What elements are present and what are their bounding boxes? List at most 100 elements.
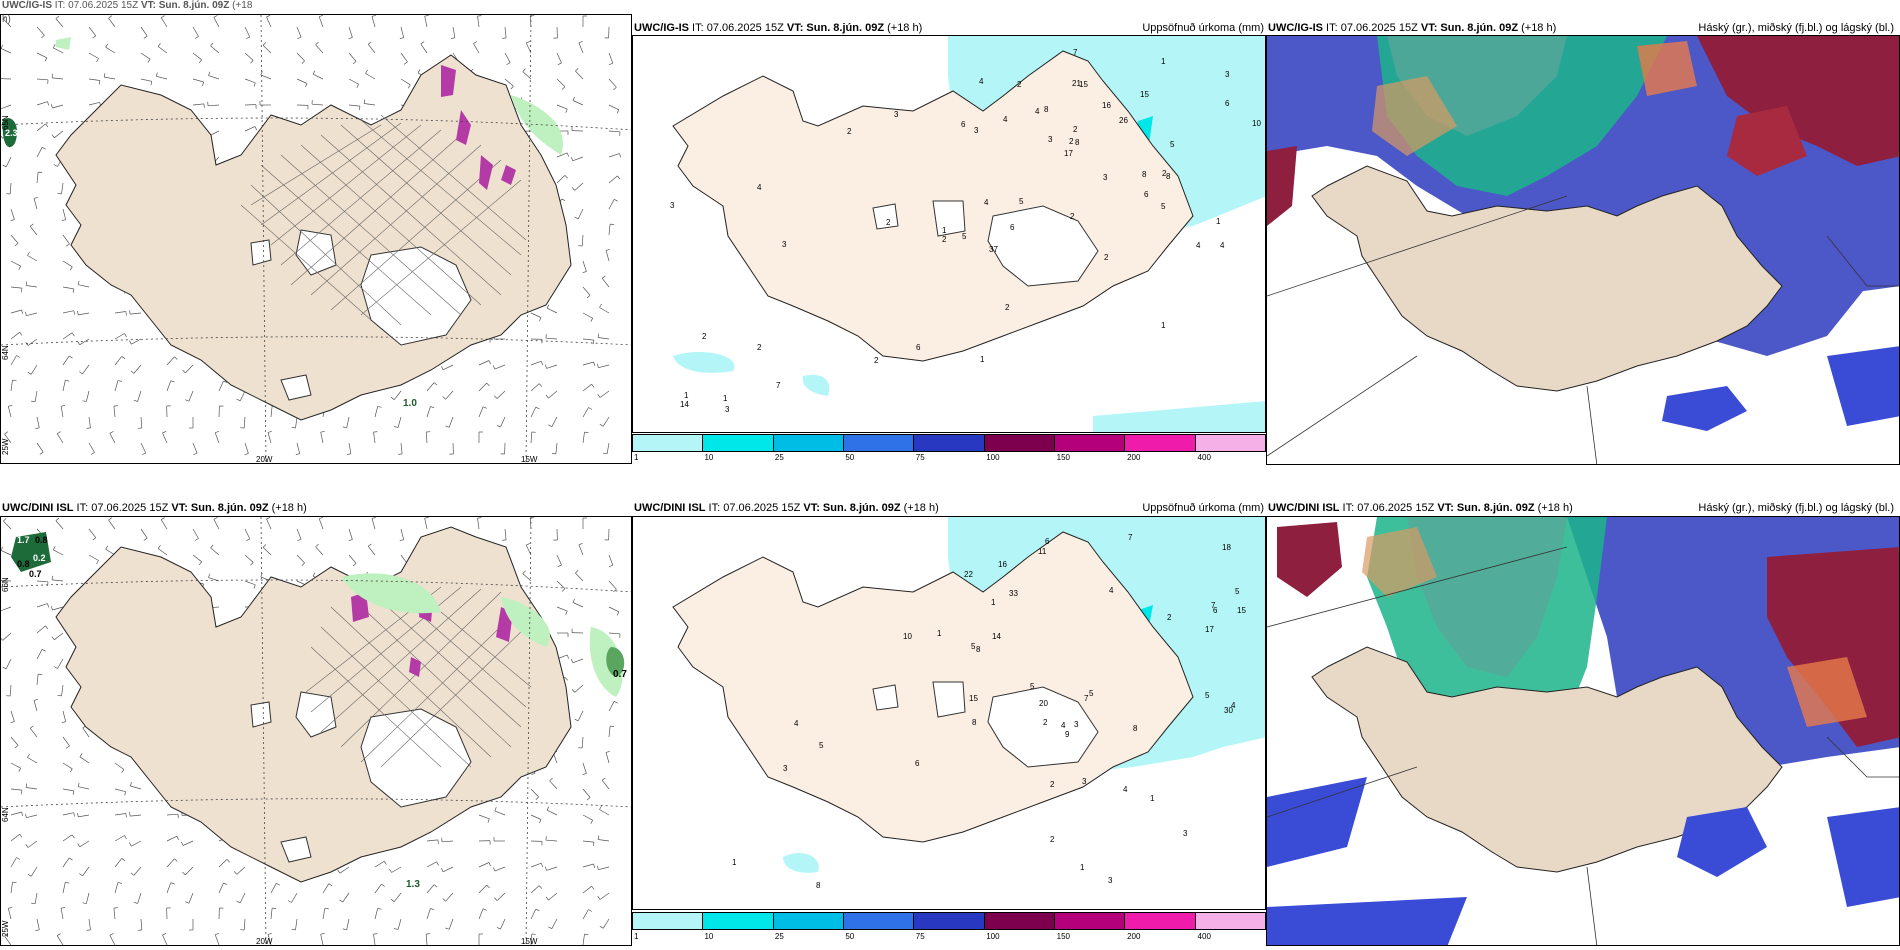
precip-value-label: 2 (702, 332, 707, 341)
wind-barb (545, 337, 558, 340)
wind-barb-flag (591, 885, 595, 890)
wind-barb-flag (582, 271, 587, 274)
wind-barb (88, 416, 91, 428)
wind-barb-flag (121, 769, 125, 773)
precip-patch-sw (802, 374, 830, 396)
wind-barb-flag (597, 393, 601, 398)
wind-barb (371, 16, 376, 28)
precip-value-label: 4 (1061, 721, 1066, 730)
wind-barb-flag (130, 370, 135, 374)
wind-barb-flag (582, 773, 587, 776)
wind-barb (598, 866, 610, 871)
wind-barb-flag (588, 909, 593, 912)
wind-barb (582, 885, 592, 894)
wind-barb-flag (597, 865, 599, 870)
wind-barb (296, 78, 308, 84)
cloud-orange-w (1362, 527, 1437, 597)
wind-barb (426, 861, 437, 868)
wind-barb (210, 45, 220, 54)
precip-value-label: 4 (1003, 115, 1008, 124)
wind-barb (374, 860, 385, 868)
wind-barb-flag (1, 637, 4, 641)
wind-barb-flag (593, 863, 596, 868)
wind-barb-flag (619, 153, 622, 158)
wind-barb-flag (262, 544, 267, 548)
wind-barb (114, 858, 123, 868)
wind-barb (244, 126, 256, 132)
wind-barb (218, 882, 224, 894)
wind-barb (37, 944, 38, 945)
lat-label-25w: 25W (1, 920, 10, 937)
map-panel-r2-right (1266, 516, 1900, 946)
wind-barb-flag (193, 452, 198, 456)
precip-value-label: 8 (1133, 724, 1138, 733)
wind-barb (556, 580, 566, 589)
wind-barb (36, 603, 48, 608)
wind-barb-flag (557, 62, 562, 66)
panel-title-r2-right: UWC/DINI ISL IT: 07.06.2025 15Z VT: Sun.… (1268, 502, 1573, 514)
wind-barb (140, 416, 143, 429)
wind-barb (494, 364, 506, 370)
wind-barb-flag (561, 588, 566, 592)
wind-barb (36, 26, 45, 36)
wind-barb-flag (41, 34, 45, 39)
wind-barb (36, 649, 43, 660)
wind-barb-flag (86, 929, 91, 931)
wind-barb-flag (371, 517, 376, 519)
wind-barb (374, 406, 379, 418)
wind-barb-flag (608, 564, 613, 568)
wind-barb (556, 78, 566, 87)
wind-barb-flag (124, 835, 127, 840)
wind-barb-flag (182, 871, 186, 876)
wind-barb-flag (348, 37, 353, 40)
wind-barb-flag (33, 698, 38, 701)
wind-barb-flag (502, 37, 507, 39)
wind-barb (608, 580, 617, 590)
wind-barb-flag (109, 933, 114, 936)
wind-barb (157, 46, 168, 54)
wind-barb-flag (157, 545, 161, 549)
wind-barb (166, 356, 175, 366)
precip-value-label: 3 (1048, 135, 1053, 144)
wind-barb (133, 866, 142, 876)
wind-barb-flag (208, 71, 211, 76)
wind-barb (243, 416, 246, 429)
colorbar-tick-label: 50 (845, 453, 855, 462)
wind-barb (52, 579, 64, 582)
value-label: 1.3 (406, 879, 420, 890)
wind-barb (442, 364, 454, 371)
wind-barb (608, 944, 609, 945)
panel-subtitle-r1-right: Háský (gr.), miðský (fj.bl.) og lágský (… (1698, 22, 1894, 34)
wind-barb-flag (305, 83, 308, 88)
wind-barb (574, 684, 584, 693)
wind-barb-flag (203, 103, 205, 108)
wind-barb-flag (223, 882, 228, 885)
wind-barb (266, 16, 272, 28)
wind-barb (424, 16, 428, 28)
precip-value-label: 2 (1005, 303, 1010, 312)
wind-barb (504, 528, 507, 540)
wind-barb-flag (72, 790, 75, 795)
wind-barb (374, 908, 379, 920)
wind-barb (530, 933, 533, 945)
wind-barb-flag (430, 406, 435, 409)
wind-barb (364, 103, 376, 106)
wind-barb (530, 908, 537, 920)
wind-barb-flag (616, 109, 620, 114)
precip-value-label: 10 (1252, 119, 1261, 128)
wind-barb-flag (496, 927, 501, 930)
wind-barb-flag (45, 625, 49, 630)
precip-area-se (1093, 401, 1265, 432)
wind-barb-flag (599, 423, 604, 427)
wind-barb-flag (19, 833, 23, 838)
wind-barb-flag (371, 15, 376, 17)
wind-barb (260, 74, 272, 80)
wind-barb (266, 518, 272, 530)
iceland-landmass (672, 531, 1194, 843)
wind-barb (88, 78, 100, 81)
precip-value-label: 2 (1162, 169, 1167, 178)
wind-barb-flag (185, 399, 190, 402)
cloud-blue-patch-s (1662, 386, 1747, 431)
wind-barb (1, 48, 12, 54)
